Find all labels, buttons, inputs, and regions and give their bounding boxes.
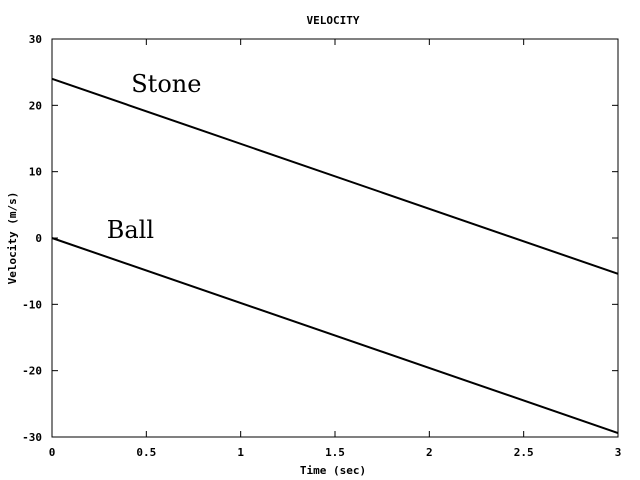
ball-series-label: Ball bbox=[107, 216, 154, 244]
x-tick-label: 2 bbox=[426, 446, 433, 459]
chart-title: VELOCITY bbox=[307, 14, 360, 27]
x-tick-label: 3 bbox=[615, 446, 622, 459]
x-axis-label: Time (sec) bbox=[300, 464, 366, 477]
ball-series-line bbox=[51, 237, 619, 434]
y-tick-label: 30 bbox=[29, 33, 42, 46]
y-tick-label: 0 bbox=[35, 232, 42, 245]
stone-series-label: Stone bbox=[131, 70, 201, 98]
x-tick-label: 2.5 bbox=[514, 446, 534, 459]
x-tick-label: 0 bbox=[49, 446, 56, 459]
x-tick-label: 1.5 bbox=[325, 446, 345, 459]
y-tick-label: 10 bbox=[29, 166, 42, 179]
labels-layer: Stone Ball bbox=[107, 70, 202, 244]
x-tick-label: 0.5 bbox=[136, 446, 156, 459]
y-tick-label: -10 bbox=[22, 298, 42, 311]
y-tick-label: -30 bbox=[22, 431, 42, 444]
ticks-layer: 0 0.5 1 1.5 2 2.5 3 30 20 10 0 -10 -20 -30 bbox=[22, 33, 621, 459]
y-tick-label: -20 bbox=[22, 365, 42, 378]
x-tick-label: 1 bbox=[237, 446, 244, 459]
series-layer bbox=[51, 77, 619, 434]
y-axis-label: Velocity (m/s) bbox=[6, 192, 19, 285]
stone-series-line bbox=[51, 77, 619, 275]
y-tick-label: 20 bbox=[29, 99, 42, 112]
